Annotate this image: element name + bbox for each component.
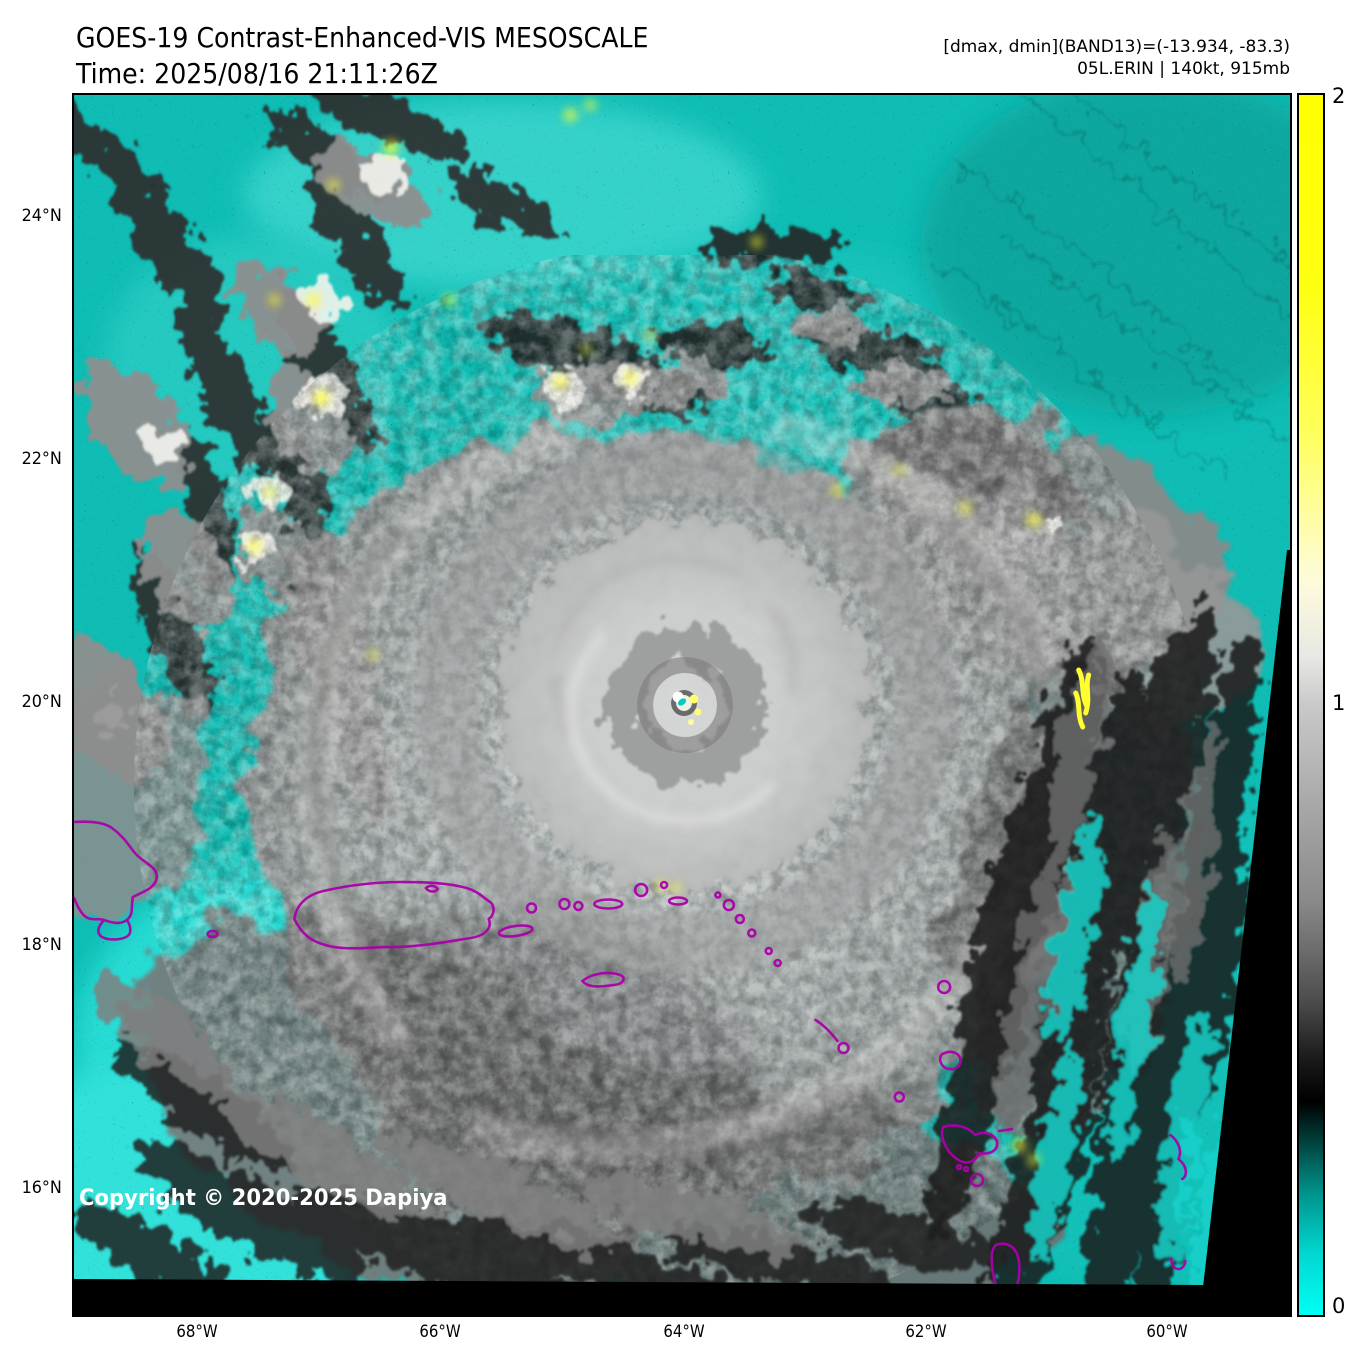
- title-line-product: GOES-19 Contrast-Enhanced-VIS MESOSCALE: [76, 21, 649, 54]
- yellow-squiggle: [1073, 667, 1092, 730]
- title-line-time: Time: 2025/08/16 21:11:26Z: [76, 56, 438, 90]
- lon-label-66w: 66°W: [419, 1322, 461, 1342]
- colorbar-tick-0: 0: [1332, 1294, 1346, 1318]
- coastline-antigua: [938, 1050, 962, 1071]
- coastline-st-croix: [581, 971, 625, 988]
- satellite-image: [74, 95, 1290, 1315]
- map-plot-area: Copyright © 2020-2025 Dapiya: [72, 93, 1292, 1317]
- lat-label-16n: 16°N: [21, 1178, 62, 1198]
- annotation-block: [dmax, dmin](BAND13)=(-13.934, -83.3) 05…: [943, 36, 1290, 81]
- lat-label-22n: 22°N: [21, 449, 62, 469]
- colorbar-tick-2: 2: [1332, 84, 1346, 108]
- copyright-text: Copyright © 2020-2025 Dapiya: [79, 1186, 448, 1211]
- annotation-storm-info: 05L.ERIN | 140kt, 915mb: [1077, 59, 1290, 80]
- cloud-streaks-east: [925, 597, 1258, 1315]
- no-data-wedge: [1203, 550, 1290, 1285]
- lon-label-64w: 64°W: [663, 1322, 705, 1342]
- lon-label-60w: 60°W: [1146, 1322, 1188, 1342]
- colorbar: [1297, 93, 1325, 1317]
- lat-label-24n: 24°N: [21, 206, 62, 226]
- bottom-black-band: [74, 1245, 1290, 1315]
- colorbar-tick-1: 1: [1332, 691, 1346, 715]
- coastline-guadeloupe: [940, 1124, 999, 1164]
- lon-label-68w: 68°W: [176, 1322, 218, 1342]
- lat-label-20n: 20°N: [21, 692, 62, 712]
- page-title: GOES-19 Contrast-Enhanced-VIS MESOSCALE …: [76, 20, 648, 92]
- lon-label-62w: 62°W: [905, 1322, 947, 1342]
- annotation-band-range: [dmax, dmin](BAND13)=(-13.934, -83.3): [943, 37, 1290, 57]
- yellow-highlights: [248, 100, 1040, 1165]
- coastline-hispaniola: [74, 820, 159, 925]
- lat-label-18n: 18°N: [21, 935, 62, 955]
- hurricane-eye: [671, 690, 702, 725]
- coastline-puerto-rico: [292, 880, 495, 950]
- coastlines: [74, 820, 1188, 1303]
